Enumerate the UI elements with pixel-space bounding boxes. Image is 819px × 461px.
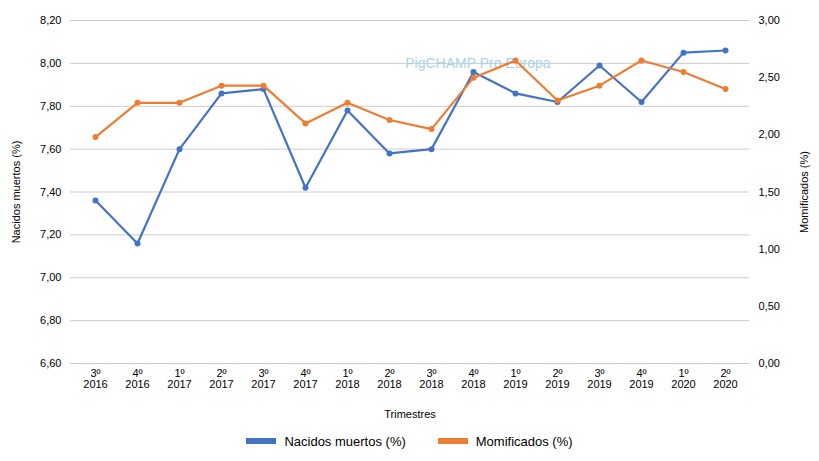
svg-text:0,50: 0,50 bbox=[759, 300, 780, 312]
html-text:Nacidos muertos (%): Nacidos muertos (%) bbox=[284, 433, 406, 449]
svg-text:1,50: 1,50 bbox=[759, 186, 780, 198]
svg-text:4º2016: 4º2016 bbox=[125, 367, 149, 390]
svg-text:2º2018: 2º2018 bbox=[377, 367, 401, 390]
svg-text:3º2017: 3º2017 bbox=[251, 367, 275, 390]
svg-text:8,00: 8,00 bbox=[40, 57, 61, 69]
svg-text:2º2017: 2º2017 bbox=[209, 367, 233, 390]
svg-text:2º2020: 2º2020 bbox=[713, 367, 737, 390]
svg-text:4º2018: 4º2018 bbox=[461, 367, 485, 390]
svg-text:1º2019: 1º2019 bbox=[503, 367, 527, 390]
svg-text:PigCHAMP Pro Europa: PigCHAMP Pro Europa bbox=[405, 55, 550, 71]
svg-text:1º2018: 1º2018 bbox=[335, 367, 359, 390]
svg-text:1,00: 1,00 bbox=[759, 243, 780, 255]
svg-text:0,00: 0,00 bbox=[759, 357, 780, 369]
svg-text:4º2017: 4º2017 bbox=[293, 367, 317, 390]
svg-text:Momificados (%): Momificados (%) bbox=[798, 151, 810, 233]
svg-text:Nacidos muertos (%): Nacidos muertos (%) bbox=[10, 141, 22, 244]
svg-text:3º2016: 3º2016 bbox=[83, 367, 107, 390]
svg-text:7,60: 7,60 bbox=[40, 143, 61, 155]
svg-text:3º2019: 3º2019 bbox=[587, 367, 611, 390]
svg-text:7,40: 7,40 bbox=[40, 186, 61, 198]
svg-text:3º2018: 3º2018 bbox=[419, 367, 443, 390]
svg-text:7,00: 7,00 bbox=[40, 271, 61, 283]
svg-text:8,20: 8,20 bbox=[40, 14, 61, 26]
svg-text:7,20: 7,20 bbox=[40, 228, 61, 240]
html-text:Momificados (%): Momificados (%) bbox=[475, 433, 573, 449]
svg-text:4º2019: 4º2019 bbox=[629, 367, 653, 390]
svg-text:3,00: 3,00 bbox=[759, 14, 780, 26]
svg-text:2,50: 2,50 bbox=[759, 71, 780, 83]
svg-text:1º2020: 1º2020 bbox=[671, 367, 695, 390]
svg-text:2,00: 2,00 bbox=[759, 128, 780, 140]
svg-text:6,60: 6,60 bbox=[40, 357, 61, 369]
svg-text:1º2017: 1º2017 bbox=[167, 367, 191, 390]
svg-text:7,80: 7,80 bbox=[40, 100, 61, 112]
svg-text:Trimestres: Trimestres bbox=[384, 408, 436, 420]
svg-text:6,80: 6,80 bbox=[40, 314, 61, 326]
svg-text:2º2019: 2º2019 bbox=[545, 367, 569, 390]
